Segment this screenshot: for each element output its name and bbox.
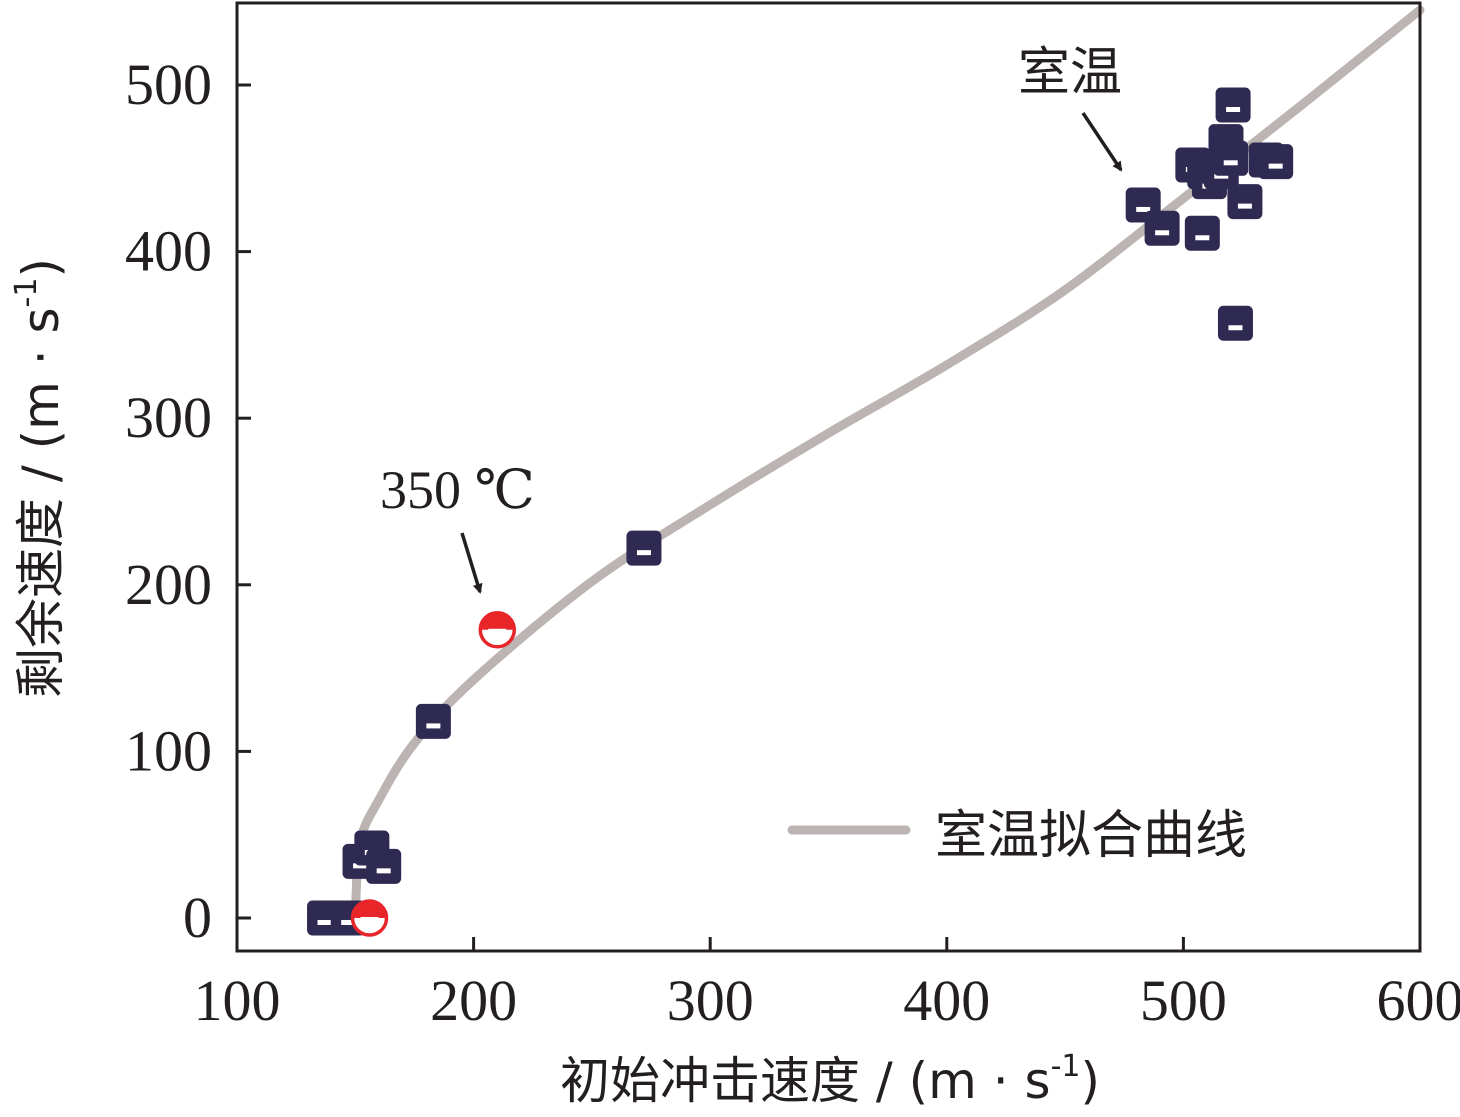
x-tick-label: 200 bbox=[430, 968, 517, 1033]
square-marker bbox=[1213, 140, 1249, 176]
x-tick-label: 500 bbox=[1140, 968, 1227, 1033]
x-tick-label: 300 bbox=[667, 968, 754, 1033]
data-points-layer bbox=[307, 87, 1294, 937]
circle-marker bbox=[478, 611, 517, 649]
x-tick-label: 100 bbox=[194, 968, 281, 1033]
x-tick-label: 400 bbox=[903, 968, 990, 1033]
square-marker bbox=[1227, 184, 1263, 220]
y-axis-title: 剩余速度 / (m · s-1) bbox=[9, 258, 70, 698]
y-tick-label: 100 bbox=[125, 718, 212, 783]
x-tick-label: 600 bbox=[1377, 968, 1460, 1033]
square-marker bbox=[1217, 305, 1253, 341]
square-marker bbox=[626, 530, 662, 566]
square-marker bbox=[1184, 215, 1220, 251]
square-marker bbox=[1215, 87, 1251, 123]
y-tick-label: 500 bbox=[125, 52, 212, 117]
y-tick-label: 200 bbox=[125, 552, 212, 617]
legend-label: 室温拟合曲线 bbox=[935, 806, 1247, 866]
square-marker bbox=[366, 848, 402, 884]
ticks-layer: 100 200 300 400 500 600 0 100 200 300 400 500 bbox=[125, 52, 1460, 1033]
x-axis-title: 初始冲击速度 / (m · s-1) bbox=[560, 1049, 1100, 1110]
annotation-room-temp: 室温 bbox=[1018, 43, 1122, 103]
y-tick-label: 300 bbox=[125, 385, 212, 450]
square-marker bbox=[1258, 144, 1294, 180]
y-tick-label: 0 bbox=[183, 885, 212, 950]
square-marker bbox=[415, 703, 451, 739]
annotation-room-temp-arrow bbox=[1081, 112, 1123, 172]
square-marker bbox=[1144, 210, 1180, 246]
annotation-350c-arrow bbox=[460, 532, 483, 594]
plot-frame bbox=[235, 1, 1422, 953]
circle-marker bbox=[350, 899, 389, 937]
annotation-350c: 350 ℃ bbox=[380, 460, 535, 520]
y-tick-label: 400 bbox=[125, 219, 212, 284]
